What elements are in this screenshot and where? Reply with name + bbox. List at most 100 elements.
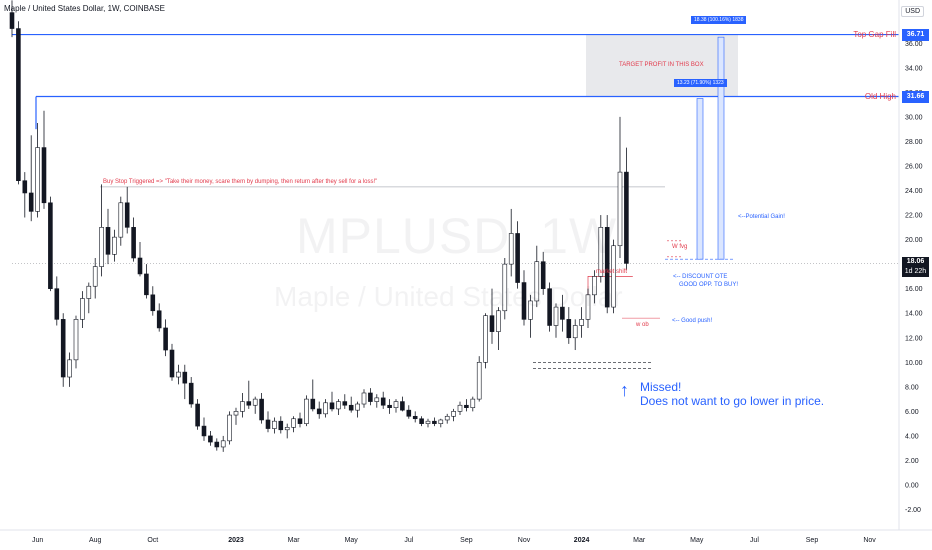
- candle-body-down: [150, 294, 156, 312]
- up-arrow-icon: ↑: [620, 380, 629, 400]
- candle: [259, 392, 264, 424]
- candle-body-down: [342, 401, 348, 406]
- candle: [547, 282, 552, 332]
- level-lines: [12, 33, 899, 369]
- candle: [374, 394, 380, 408]
- candle: [9, 0, 15, 38]
- name-watermark: Maple / United States Dollar: [274, 281, 623, 312]
- candle: [553, 303, 559, 338]
- candle-body-up: [272, 420, 277, 429]
- candle-body-down: [464, 404, 469, 408]
- candle: [304, 395, 309, 427]
- candle: [489, 288, 495, 344]
- missed-title: Missed!: [640, 380, 682, 394]
- candle: [412, 411, 418, 423]
- candle: [22, 172, 28, 218]
- y-tick-label: 30.00: [905, 114, 923, 121]
- candle: [201, 417, 207, 441]
- candle: [496, 307, 501, 351]
- candle-body-down: [297, 418, 303, 424]
- candle-body-up: [425, 420, 431, 424]
- candle: [380, 391, 386, 409]
- candle-body-down: [48, 202, 53, 289]
- y-tick-label: 0.00: [905, 483, 919, 490]
- measure-bar-top: [717, 36, 725, 260]
- candle-body-down: [9, 12, 15, 29]
- candle: [432, 417, 437, 427]
- candle: [208, 431, 213, 446]
- candle-body-up: [528, 300, 533, 320]
- candle: [112, 229, 117, 262]
- candle: [169, 343, 175, 381]
- candle-body-down: [16, 28, 21, 182]
- candle: [560, 294, 565, 332]
- candle: [348, 396, 354, 413]
- candle-body-down: [41, 147, 47, 204]
- candle-body-up: [361, 392, 367, 405]
- candle-body-down: [547, 288, 552, 326]
- candle: [585, 288, 591, 328]
- candle-body-down: [624, 171, 629, 264]
- candle-body-down: [105, 227, 111, 255]
- y-tick-label: 26.00: [905, 163, 923, 170]
- candle-body-down: [515, 233, 520, 283]
- x-tick-label: May: [690, 537, 704, 544]
- candle: [291, 416, 296, 433]
- candle: [579, 307, 584, 338]
- x-tick-label: Jul: [404, 537, 413, 544]
- candle: [323, 399, 328, 418]
- top-gap-price-tag: 36.71: [902, 29, 929, 41]
- candle: [355, 401, 360, 418]
- candle: [118, 196, 124, 246]
- candle-body-up: [291, 418, 296, 428]
- currency-button[interactable]: USD: [901, 6, 924, 17]
- y-tick-label: 22.00: [905, 213, 923, 220]
- good-push-label: <-- Good push!: [672, 318, 713, 324]
- candle: [598, 215, 604, 283]
- candle-body-up: [617, 171, 623, 247]
- candle: [252, 396, 258, 414]
- candle-body-down: [432, 420, 437, 424]
- candlestick-series: [9, 0, 629, 452]
- y-tick-label: 14.00: [905, 311, 923, 318]
- candle: [342, 394, 348, 409]
- old-high-price-tag: 31.66: [902, 91, 929, 103]
- candle-body-down: [406, 409, 412, 417]
- candle: [310, 379, 316, 412]
- candle: [28, 135, 34, 222]
- last-price-tag: 18.06 1d 22h: [902, 257, 929, 277]
- x-tick-label: 2023: [228, 537, 244, 544]
- candle-body-down: [188, 382, 194, 405]
- missed-annotation: Missed! Does not want to go lower in pri…: [640, 380, 824, 408]
- y-tick-label: 24.00: [905, 188, 923, 195]
- candle: [214, 438, 220, 451]
- y-tick-label: 28.00: [905, 139, 923, 146]
- candle: [16, 21, 21, 185]
- target-box-label: TARGET PROFIT IN THIS BOX: [619, 62, 704, 68]
- candle-body-up: [393, 401, 399, 408]
- candle: [521, 270, 527, 326]
- candle: [528, 294, 533, 338]
- candle: [508, 208, 514, 277]
- candle-body-down: [329, 402, 335, 410]
- candle-body-up: [227, 414, 232, 442]
- candle-body-down: [265, 419, 271, 429]
- candle: [73, 315, 79, 369]
- y-tick-label: 16.00: [905, 286, 923, 293]
- candle-body-up: [86, 285, 92, 299]
- candle-body-up: [553, 306, 559, 326]
- candle: [400, 396, 405, 412]
- top-gap-label: Top Gap Fill: [853, 30, 896, 39]
- candle-body-down: [169, 349, 175, 378]
- last-price: 18.06: [906, 258, 925, 265]
- candle: [368, 388, 373, 406]
- buy-stop-annotation: Buy Stop Triggered => "Take their money,…: [103, 179, 378, 185]
- y-tick-label: 4.00: [905, 433, 919, 440]
- measure-label-top: 18.38 (100.16%) 1838: [691, 16, 747, 24]
- y-tick-label: 34.00: [905, 65, 923, 72]
- candle: [265, 411, 271, 433]
- candle-body-down: [400, 401, 405, 411]
- candle-body-down: [521, 282, 527, 320]
- candle: [227, 411, 232, 445]
